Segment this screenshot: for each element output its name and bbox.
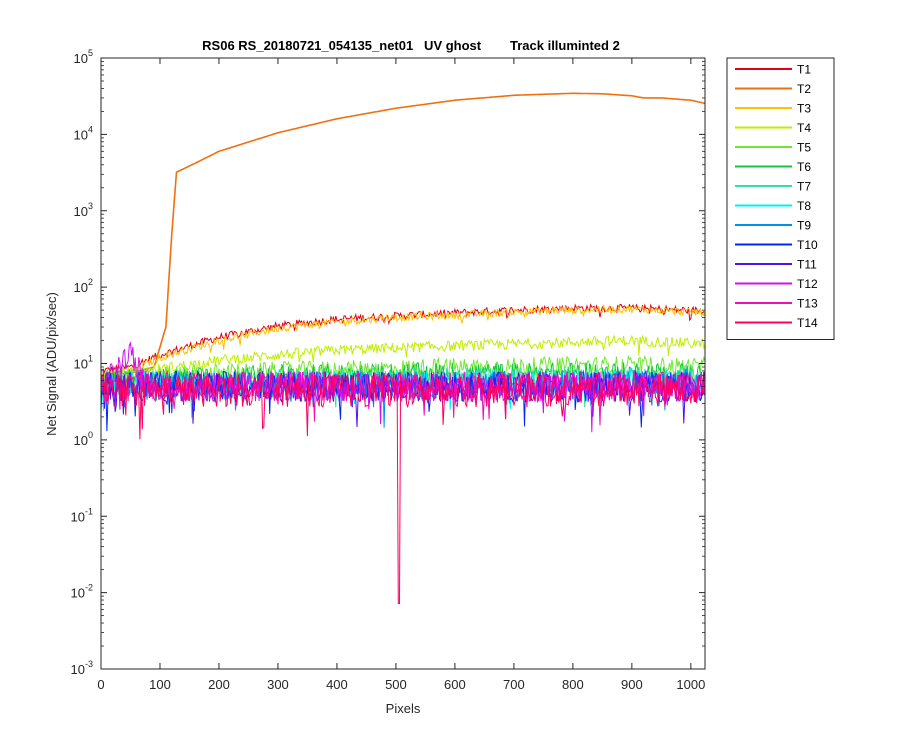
- x-axis: 0 100 200 300 400 500 600 700 800 900 1000: [97, 58, 705, 692]
- legend-label-t10: T10: [797, 238, 818, 252]
- legend-label-t9: T9: [797, 219, 811, 233]
- series-line-t14: [101, 372, 705, 604]
- legend-label-t11: T11: [797, 258, 817, 272]
- series-line-t13: [101, 369, 705, 426]
- x-tick-label: 500: [385, 677, 407, 692]
- series-layer: [101, 92, 705, 604]
- series-line-t1: [101, 303, 705, 375]
- legend-label-t7: T7: [797, 180, 811, 194]
- x-axis-label: Pixels: [386, 701, 421, 716]
- legend-label-t13: T13: [797, 297, 818, 311]
- x-tick-label: 0: [97, 677, 104, 692]
- legend-box: [726, 57, 835, 340]
- legend-label-t8: T8: [797, 199, 811, 213]
- x-tick-label: 1000: [676, 677, 705, 692]
- legend: T1 T2 T3 T4 T5 T6 T7 T8 T9 T10 T11 T12 T13 T14: [726, 57, 835, 340]
- x-tick-label: 600: [444, 677, 466, 692]
- chart-title: RS06 RS_20180721_054135_net01 UV ghost T…: [202, 38, 620, 53]
- legend-label-t1: T1: [797, 63, 811, 77]
- legend-label-t3: T3: [797, 102, 811, 116]
- x-tick-label: 300: [267, 677, 289, 692]
- series-line-t2: [101, 92, 705, 377]
- series-line-t4: [101, 334, 705, 381]
- legend-label-t12: T12: [797, 277, 818, 291]
- legend-label-t4: T4: [797, 121, 811, 135]
- x-tick-label: 900: [621, 677, 643, 692]
- x-tick-label: 700: [503, 677, 525, 692]
- x-tick-label: 800: [562, 677, 584, 692]
- legend-label-t5: T5: [797, 141, 811, 155]
- y-axis-label: Net Signal (ADU/pix/sec): [44, 292, 59, 436]
- legend-label-t14: T14: [797, 316, 818, 330]
- x-tick-label: 200: [208, 677, 230, 692]
- legend-label-t2: T2: [797, 82, 811, 96]
- x-tick-label: 100: [149, 677, 171, 692]
- legend-label-t6: T6: [797, 160, 811, 174]
- x-tick-label: 400: [326, 677, 348, 692]
- series-line-t3: [101, 303, 705, 380]
